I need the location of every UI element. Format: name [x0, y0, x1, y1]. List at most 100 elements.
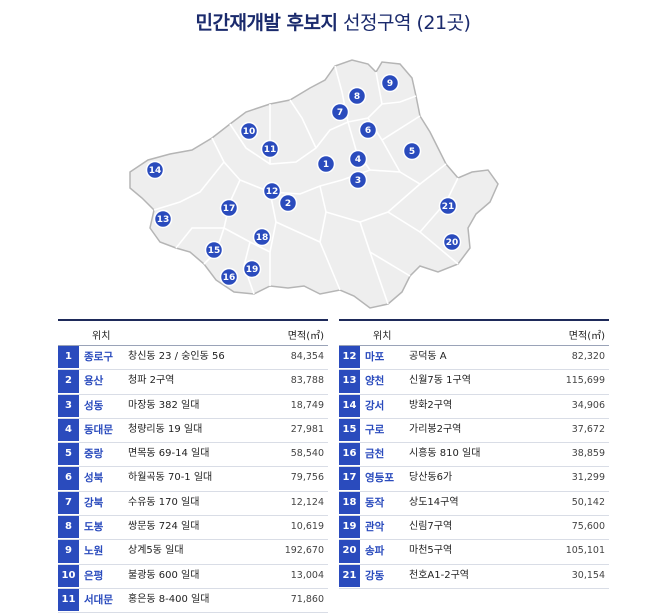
map-marker: 6: [358, 120, 378, 140]
area-value: 71,860: [290, 593, 324, 605]
place-name: 쌍문동 724 일대: [128, 521, 200, 533]
map-outline: [129, 59, 499, 309]
map-marker: 19: [242, 259, 262, 279]
district-name: 성북: [84, 472, 104, 485]
place-name: 방화2구역: [409, 399, 453, 411]
map-marker: 20: [442, 232, 462, 252]
marker-label: 4: [355, 155, 361, 165]
table-row: 14 강서 방화2구역 34,906: [339, 394, 609, 419]
row-number: 1: [58, 346, 79, 369]
area-value: 37,672: [571, 423, 605, 435]
place-name: 홍은동 8-400 일대: [128, 593, 210, 605]
marker-label: 6: [365, 126, 371, 136]
place-name: 수유동 170 일대: [128, 496, 200, 508]
map-marker: 16: [219, 267, 239, 287]
row-number: 9: [58, 540, 79, 563]
place-name: 마천5구역: [409, 545, 453, 557]
district-name: 송파: [365, 545, 385, 558]
district-name: 중랑: [84, 448, 104, 461]
row-number: 7: [58, 491, 79, 515]
marker-label: 15: [208, 246, 221, 256]
district-name: 도봉: [84, 521, 104, 534]
row-number: 17: [339, 467, 360, 490]
area-value: 34,906: [571, 399, 605, 411]
place-name: 창신동 23 / 숭인동 56: [128, 351, 225, 362]
map-marker: 18: [252, 227, 272, 247]
title-bold: 민간재개발 후보지: [195, 12, 338, 34]
area-value: 30,154: [571, 569, 605, 581]
district-name: 강동: [365, 569, 385, 582]
table-row: 1 종로구 창신동 23 / 숭인동 56 84,354: [58, 346, 328, 371]
table-row: 8 도봉 쌍문동 724 일대 10,619: [58, 516, 328, 541]
map-marker: 14: [145, 160, 165, 180]
district-name: 강북: [84, 496, 104, 509]
place-name: 하월곡동 70-1 일대: [128, 472, 213, 484]
district-name: 영등포: [365, 472, 394, 485]
marker-label: 13: [157, 215, 170, 225]
marker-label: 9: [387, 79, 393, 89]
map-marker: 15: [204, 240, 224, 260]
area-value: 115,699: [565, 375, 605, 387]
map-marker: 11: [260, 139, 280, 159]
area-value: 84,354: [290, 351, 324, 362]
district-name: 성동: [84, 399, 104, 412]
table-row: 6 성북 하월곡동 70-1 일대 79,756: [58, 467, 328, 492]
area-value: 18,749: [290, 399, 324, 411]
district-name: 은평: [84, 569, 104, 582]
table-left: 위치 면적(㎡) 1 종로구 창신동 23 / 숭인동 56 84,354 2 용산 청파 …: [58, 319, 328, 613]
area-value: 50,142: [571, 496, 605, 508]
row-number: 18: [339, 491, 360, 515]
row-number: 16: [339, 443, 360, 466]
row-number: 13: [339, 370, 360, 393]
place-name: 당산동6가: [409, 472, 453, 484]
area-value: 105,101: [565, 545, 605, 557]
area-value: 31,299: [571, 472, 605, 484]
place-name: 불광동 600 일대: [128, 569, 200, 581]
header-location: 위치: [373, 331, 392, 342]
map-marker: 1: [316, 154, 336, 174]
place-name: 신월7동 1구역: [409, 375, 471, 387]
marker-label: 19: [246, 265, 259, 275]
area-value: 75,600: [571, 521, 605, 533]
place-name: 청량리동 19 일대: [128, 423, 203, 435]
row-number: 21: [339, 564, 360, 587]
row-number: 14: [339, 394, 360, 417]
marker-label: 3: [355, 176, 361, 186]
district-name: 금천: [365, 448, 385, 461]
place-name: 공덕동 A: [409, 351, 447, 362]
row-number: 11: [58, 588, 79, 612]
row-number: 4: [58, 418, 79, 442]
district-name: 구로: [365, 423, 385, 436]
map-marker: 13: [153, 209, 173, 229]
map-marker: 8: [347, 86, 367, 106]
area-value: 10,619: [290, 521, 324, 533]
place-name: 상도14구역: [409, 496, 459, 508]
row-number: 20: [339, 540, 360, 563]
header-location: 위치: [92, 331, 111, 342]
table-row: 18 동작 상도14구역 50,142: [339, 491, 609, 517]
place-name: 시흥동 810 일대: [409, 448, 481, 460]
district-name: 용산: [84, 375, 104, 388]
table-left-header: 위치 면적(㎡): [58, 319, 328, 346]
map-marker: 21: [438, 196, 458, 216]
table-row: 17 영등포 당산동6가 31,299: [339, 467, 609, 492]
table-row: 3 성동 마장동 382 일대 18,749: [58, 394, 328, 419]
area-value: 192,670: [284, 545, 324, 557]
map-marker: 10: [239, 121, 259, 141]
map-marker: 2: [278, 193, 298, 213]
row-number: 6: [58, 467, 79, 490]
place-name: 청파 2구역: [128, 375, 175, 387]
place-name: 면목동 69-14 일대: [128, 448, 210, 460]
map-marker: 3: [348, 170, 368, 190]
marker-label: 17: [223, 204, 236, 214]
district-name: 양천: [365, 375, 385, 388]
map-marker: 4: [348, 149, 368, 169]
district-name: 종로구: [84, 351, 113, 363]
area-value: 13,004: [290, 569, 324, 581]
marker-label: 1: [323, 160, 329, 170]
district-name: 관악: [365, 521, 385, 534]
place-name: 마장동 382 일대: [128, 399, 200, 411]
marker-label: 20: [446, 238, 459, 248]
table-row: 4 동대문 청량리동 19 일대 27,981: [58, 418, 328, 444]
